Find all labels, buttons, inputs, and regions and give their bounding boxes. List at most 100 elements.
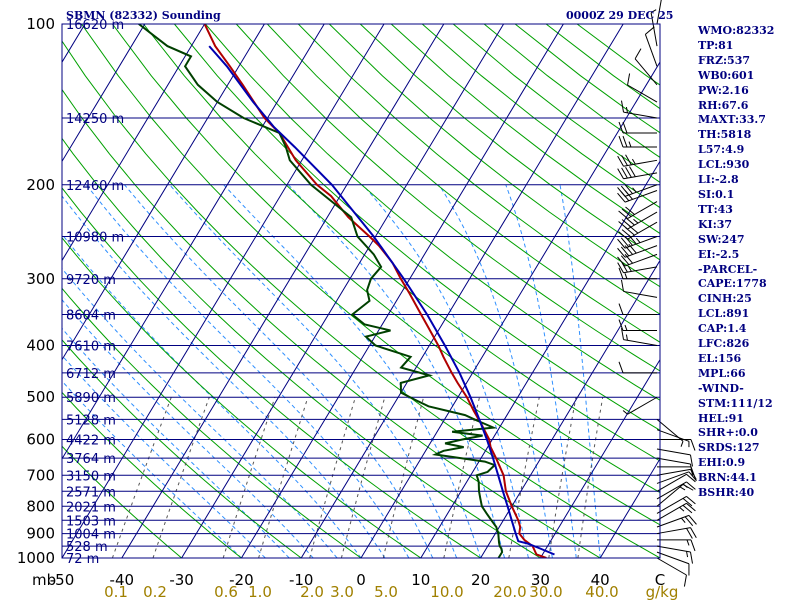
mixing-ratio-tick-label: 0.2 <box>143 583 167 600</box>
moist-adiabat-line <box>124 184 434 558</box>
wind-barb <box>656 481 696 500</box>
index-item: CAP:1.4 <box>698 322 747 336</box>
plot-frame <box>61 23 661 559</box>
wind-barb <box>618 135 657 148</box>
index-item: MPL:66 <box>698 366 746 380</box>
height-label: 2021 m <box>66 500 116 515</box>
height-label: 72 m <box>66 552 99 567</box>
index-item: FRZ:537 <box>698 53 751 67</box>
mixing-ratio-tick-label: 0.6 <box>214 583 238 600</box>
wind-barb <box>617 166 658 180</box>
height-label: 3764 m <box>66 452 116 467</box>
mixing-ratio-tick-label: g/kg <box>646 583 679 600</box>
index-item: TP:81 <box>698 38 734 52</box>
pressure-tick-label: 800 <box>26 497 55 515</box>
chart-title: SBMN (82332) Sounding <box>66 9 221 22</box>
index-item: SI:0.1 <box>698 187 735 201</box>
profile-series <box>138 24 555 558</box>
index-item: PW:2.16 <box>698 83 749 97</box>
index-item: HEL:91 <box>698 411 744 425</box>
temperature-tick-label: 30 <box>531 571 550 589</box>
height-label: 10980 m <box>66 230 124 245</box>
temperature-tick-label: -20 <box>229 571 254 589</box>
dewpoint-profile-line <box>138 24 504 558</box>
pressure-tick-label: 600 <box>26 431 55 449</box>
wind-barb <box>620 100 658 119</box>
wind-barb <box>617 234 658 249</box>
wind-barb <box>618 201 658 219</box>
temperature-tick-label: 0 <box>356 571 366 589</box>
mixing-ratio-tick-label: 1.0 <box>248 583 272 600</box>
index-item: L57:4.9 <box>698 143 745 157</box>
temperature-profile-line <box>203 24 547 558</box>
index-item: SW:247 <box>698 232 745 246</box>
isotherm-line <box>420 160 660 558</box>
index-item: -WIND- <box>698 381 744 395</box>
wind-barb <box>656 514 697 528</box>
mixing-ratio-line <box>548 397 577 558</box>
isotherm-line <box>181 24 505 558</box>
index-item: TT:43 <box>698 202 733 216</box>
height-label: 14250 m <box>66 112 124 127</box>
index-item: -PARCEL- <box>698 262 758 276</box>
index-item: EHI:0.9 <box>698 456 746 470</box>
wind-barb <box>656 551 690 576</box>
height-label: 5128 m <box>66 413 116 428</box>
mixing-ratio-line <box>382 397 425 558</box>
wind-barb <box>650 9 658 47</box>
mixing-ratio-line <box>222 397 276 558</box>
pressure-tick-label: 500 <box>26 388 55 406</box>
wind-barb <box>627 73 658 103</box>
moist-adiabat-line <box>62 195 386 558</box>
mixing-ratio-line <box>508 397 540 558</box>
isotherm-line <box>62 24 325 460</box>
wind-barb <box>656 457 694 476</box>
wind-barb <box>656 418 684 447</box>
temperature-tick-label: 10 <box>411 571 430 589</box>
wind-barb <box>656 545 694 564</box>
isotherms <box>0 24 660 558</box>
mixing-ratio-line <box>258 397 309 558</box>
isotherm-line <box>0 24 25 558</box>
wind-barb <box>618 267 657 280</box>
index-item: WMO:82332 <box>698 24 775 37</box>
isotherm-line <box>300 24 624 558</box>
index-item: SRDS:127 <box>698 441 760 455</box>
height-label: 4422 m <box>66 434 116 449</box>
temperature-tick-label: -40 <box>110 571 135 589</box>
wind-barb <box>618 303 657 316</box>
isotherm-line <box>62 24 385 558</box>
isotherm-line <box>62 24 146 163</box>
wind-barb <box>618 211 658 230</box>
index-item: SHR+:0.0 <box>698 426 758 440</box>
height-label: 2571 m <box>66 485 116 500</box>
temperature-tick-label: -50 <box>50 571 75 589</box>
pressure-tick-label: 700 <box>26 466 55 484</box>
mixing-ratio-tick-label: 0.1 <box>104 583 128 600</box>
moist-adiabat-line <box>62 327 290 558</box>
wind-barb <box>656 448 694 467</box>
height-label: 8604 m <box>66 309 116 324</box>
isotherm-line <box>599 457 660 558</box>
sounding-datetime: 0000Z 29 DEC 25 <box>566 9 674 22</box>
wind-barb <box>656 471 697 484</box>
index-item: BSHR:40 <box>698 486 755 500</box>
mixing-ratio-tick-label: 10.0 <box>430 583 463 600</box>
wind-barbs <box>617 0 697 587</box>
wind-barb <box>617 253 658 267</box>
index-item: BRN:44.1 <box>698 471 757 485</box>
wind-barb <box>617 243 658 258</box>
height-label: 16620 m <box>66 18 124 33</box>
pressure-tick-label: 400 <box>26 337 55 355</box>
stability-indices-panel: WMO:82332 TP:81 FRZ:537 WB0:601 PW:2.16 RH:67… <box>698 24 774 501</box>
wind-barb <box>656 527 697 539</box>
pressure-tick-label: 1000 <box>17 549 55 567</box>
moist-adiabat-line <box>62 267 338 558</box>
height-label: 7610 m <box>66 340 116 355</box>
isotherm-line <box>539 358 660 558</box>
height-label: 3150 m <box>66 469 116 484</box>
dry-adiabat-line <box>62 237 422 558</box>
wind-barb <box>620 279 658 298</box>
index-item: EI:-2.5 <box>698 247 740 261</box>
isotherm-line <box>121 24 445 558</box>
